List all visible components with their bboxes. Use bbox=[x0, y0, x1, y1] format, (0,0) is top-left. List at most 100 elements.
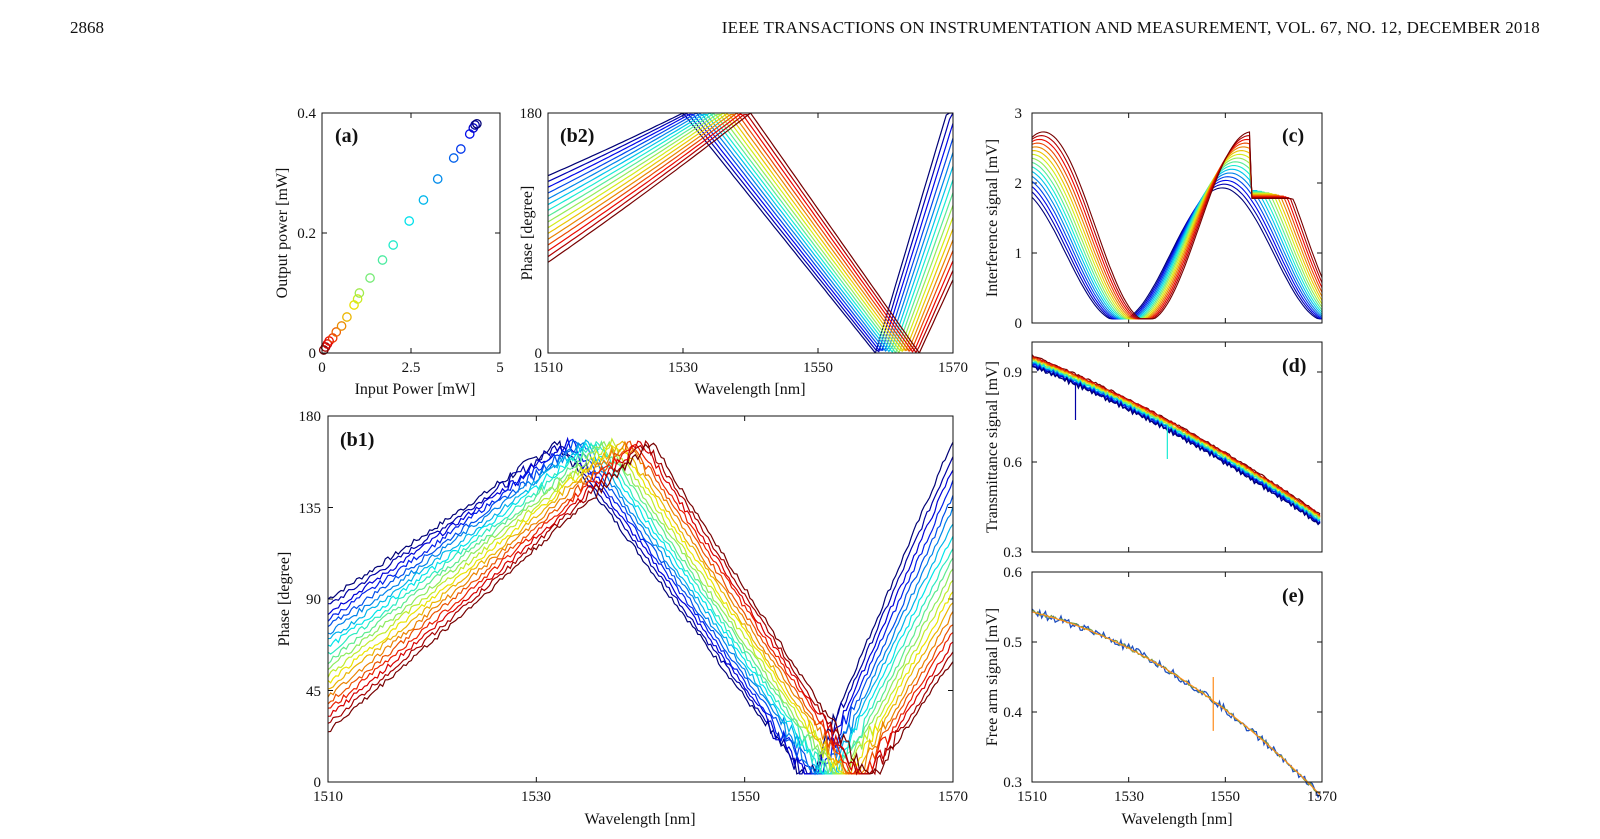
b1-ylabel: Phase [degree] bbox=[276, 552, 293, 647]
b2-series-line bbox=[548, 113, 953, 353]
e-ytick: 0.5 bbox=[1003, 635, 1022, 651]
b1-series-line bbox=[328, 442, 953, 775]
b2-series-line bbox=[548, 113, 953, 353]
e-series-line bbox=[1031, 608, 1321, 799]
c-series-line bbox=[1031, 164, 1323, 320]
c-series-line bbox=[1031, 131, 1323, 320]
a-data-point bbox=[352, 294, 363, 304]
a-xlabel: Input Power [mW] bbox=[355, 381, 476, 398]
a-data-point bbox=[455, 144, 466, 154]
b2-series-line bbox=[548, 113, 953, 352]
c-series-line bbox=[1031, 146, 1323, 320]
panel-b1-plot bbox=[327, 415, 954, 783]
e-xlabel: Wavelength [nm] bbox=[1121, 811, 1232, 828]
c-series-line bbox=[1031, 179, 1323, 320]
c-ytick: 0 bbox=[1015, 316, 1023, 332]
panel-b1-frame bbox=[327, 415, 954, 783]
panel-b2-plot bbox=[547, 112, 954, 354]
b2-series-line bbox=[548, 113, 953, 353]
panel-e-label: (e) bbox=[1282, 585, 1304, 607]
a-data-point bbox=[418, 195, 429, 205]
b2-series-line bbox=[548, 113, 953, 353]
e-ylabel: Free arm signal [mV] bbox=[984, 608, 1001, 746]
b2-series-group bbox=[548, 113, 953, 353]
b1-series-line bbox=[328, 443, 953, 775]
c-ytick: 1 bbox=[1015, 246, 1023, 262]
b2-xtick: 1570 bbox=[938, 360, 968, 376]
panel-e: (e) 1510 1530 1550 1570 0.3 0.4 0.5 0.6 … bbox=[984, 565, 1337, 828]
page-header: 2868 IEEE TRANSACTIONS ON INSTRUMENTATIO… bbox=[0, 16, 1600, 40]
b1-ytick: 45 bbox=[306, 684, 321, 700]
panel-e-frame bbox=[1031, 571, 1323, 783]
b1-series-line bbox=[328, 440, 953, 775]
b1-series-line bbox=[328, 437, 953, 775]
panel-c-frame bbox=[1031, 112, 1323, 324]
panel-c-label: (c) bbox=[1282, 125, 1304, 147]
b2-series-line bbox=[548, 113, 953, 353]
b1-series-line bbox=[328, 440, 953, 775]
d-series-line bbox=[1031, 365, 1321, 526]
c-series-line bbox=[1031, 150, 1323, 320]
b1-xtick: 1570 bbox=[938, 789, 968, 805]
b1-xtick: 1510 bbox=[313, 789, 343, 805]
d-ytick: 0.9 bbox=[1003, 365, 1022, 381]
a-ytick: 0 bbox=[309, 346, 317, 362]
b1-xtick: 1530 bbox=[521, 789, 551, 805]
a-xtick: 5 bbox=[496, 360, 504, 376]
b2-xtick: 1530 bbox=[668, 360, 698, 376]
b1-ytick: 180 bbox=[299, 409, 322, 425]
b1-series-line bbox=[328, 441, 953, 776]
panel-e-plot bbox=[1031, 571, 1323, 799]
b1-series-line bbox=[328, 439, 953, 775]
e-ytick: 0.6 bbox=[1003, 565, 1022, 581]
c-series-line bbox=[1031, 142, 1323, 320]
panel-b2: (b2) 1510 1530 1550 1570 0 180 Wavelengt… bbox=[519, 106, 968, 398]
a-data-point bbox=[388, 240, 399, 250]
panel-a: (a) 0 2.5 5 0 0.2 0.4 Input Power [mW] O… bbox=[274, 106, 504, 398]
b1-ytick: 90 bbox=[306, 592, 321, 608]
b1-series-line bbox=[328, 443, 953, 775]
b2-series-line bbox=[548, 113, 953, 353]
b2-series-line bbox=[548, 113, 953, 352]
page-number: 2868 bbox=[70, 18, 104, 37]
b2-series-line bbox=[548, 113, 953, 351]
e-series-line bbox=[1031, 611, 1321, 796]
a-data-point bbox=[472, 118, 482, 129]
c-series-line bbox=[1031, 135, 1323, 320]
e-series-line bbox=[1031, 609, 1321, 795]
b2-ylabel: Phase [degree] bbox=[519, 186, 536, 281]
b2-xtick: 1550 bbox=[803, 360, 833, 376]
b2-series-line bbox=[548, 113, 953, 353]
a-data-point bbox=[336, 321, 347, 331]
b1-series-line bbox=[328, 444, 953, 775]
a-data-point bbox=[404, 216, 415, 226]
panel-b1-label: (b1) bbox=[340, 429, 374, 451]
a-data-point bbox=[448, 153, 459, 163]
b1-xtick: 1550 bbox=[730, 789, 760, 805]
e-ytick: 0.3 bbox=[1003, 775, 1022, 791]
d-ytick: 0.3 bbox=[1003, 545, 1022, 561]
b2-series-line bbox=[548, 113, 953, 353]
b1-series-line bbox=[328, 436, 953, 775]
panel-a-label: (a) bbox=[335, 125, 358, 147]
c-series-line bbox=[1031, 157, 1323, 320]
b2-series-line bbox=[548, 113, 953, 352]
c-series-line bbox=[1031, 172, 1323, 320]
panel-d-plot bbox=[1031, 342, 1322, 553]
b1-series-line bbox=[328, 440, 953, 775]
d-ytick: 0.6 bbox=[1003, 455, 1022, 471]
c-series-line bbox=[1031, 183, 1323, 320]
b2-xtick: 1510 bbox=[533, 360, 563, 376]
a-ytick: 0.2 bbox=[297, 226, 316, 242]
a-data-point bbox=[354, 288, 365, 298]
journal-running-head: IEEE TRANSACTIONS ON INSTRUMENTATION AND… bbox=[721, 18, 1540, 37]
c-series-line bbox=[1031, 138, 1323, 320]
b2-ytick: 180 bbox=[520, 106, 543, 122]
e-xtick: 1510 bbox=[1017, 789, 1047, 805]
panel-b1: (b1) 1510 1530 1550 1570 0 45 90 135 180… bbox=[276, 409, 968, 828]
panel-b2-frame bbox=[547, 112, 954, 354]
e-ytick: 0.4 bbox=[1003, 705, 1022, 721]
a-xtick: 2.5 bbox=[402, 360, 421, 376]
panel-d: (d) 0.3 0.6 0.9 Transmittance signal [mV… bbox=[984, 341, 1323, 561]
